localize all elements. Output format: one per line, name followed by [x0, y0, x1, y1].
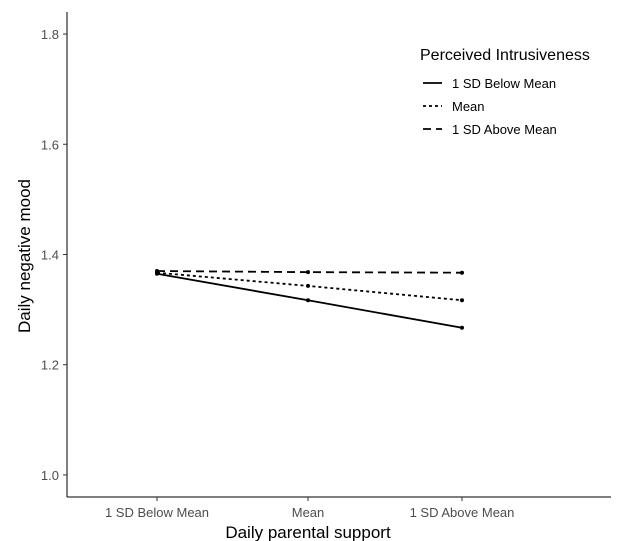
legend-label-3: 1 SD Above Mean [452, 122, 557, 137]
x-tick-label: 1 SD Below Mean [105, 505, 209, 520]
series-3-point-2 [306, 270, 310, 275]
series-1-point-3 [460, 325, 464, 330]
series-1-point-2 [306, 298, 310, 303]
series-line-3 [156, 270, 463, 274]
y-axis-ticks: 1.0 1.2 1.4 1.6 1.8 [41, 27, 67, 483]
y-tick-label: 1.2 [41, 358, 59, 373]
y-tick-label: 1.6 [41, 137, 59, 152]
y-tick-label: 1.8 [41, 27, 59, 42]
legend-label-2: Mean [452, 99, 485, 114]
series-layer [155, 269, 464, 330]
y-tick-label: 1.0 [41, 468, 59, 483]
legend-label-1: 1 SD Below Mean [452, 76, 556, 91]
x-tick-label: 1 SD Above Mean [410, 505, 515, 520]
x-axis-title: Daily parental support [225, 523, 391, 541]
series-2-point-2 [306, 283, 310, 288]
series-2-point-3 [460, 298, 464, 303]
y-tick-label: 1.4 [41, 248, 59, 263]
y-axis-title: Daily negative mood [15, 179, 34, 333]
x-axis-ticks: 1 SD Below Mean Mean 1 SD Above Mean [105, 497, 514, 520]
legend-title: Perceived Intrusiveness [420, 47, 590, 64]
legend: Perceived Intrusiveness 1 SD Below Mean M… [420, 47, 590, 137]
series-3-point-1 [155, 269, 159, 274]
x-tick-label: Mean [292, 505, 325, 520]
series-3-point-3 [460, 270, 464, 275]
